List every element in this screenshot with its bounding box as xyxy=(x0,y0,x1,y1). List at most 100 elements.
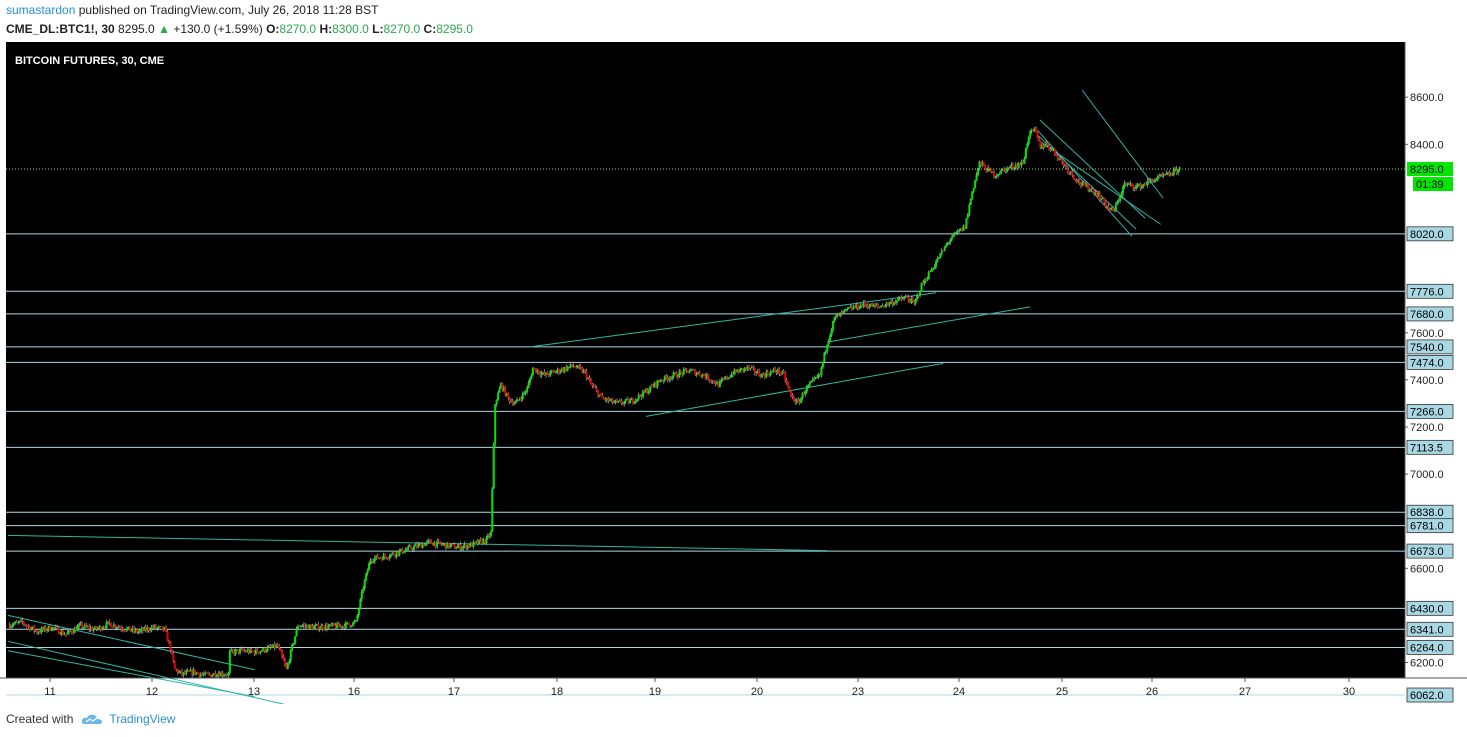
level-label-box xyxy=(1406,355,1454,370)
candle-up xyxy=(297,626,299,629)
candle-up xyxy=(697,372,700,374)
candle-up xyxy=(212,673,215,676)
candle-up xyxy=(524,392,527,394)
candle-down xyxy=(347,622,350,625)
candle-up xyxy=(83,624,86,628)
candle-up xyxy=(369,560,372,564)
candle-up xyxy=(895,300,898,304)
candle-up xyxy=(660,380,663,382)
candle-up xyxy=(729,377,732,379)
candle-up xyxy=(518,399,521,401)
candle-up xyxy=(357,608,360,616)
x-tick-label: 19 xyxy=(649,686,661,698)
candle-up xyxy=(1010,164,1013,167)
candle-up xyxy=(852,306,855,310)
candle-up xyxy=(634,399,637,403)
candle-down xyxy=(250,648,253,652)
price-chart[interactable]: 6000.06200.06600.07000.07200.07400.07600… xyxy=(0,42,1467,704)
candle-down xyxy=(428,540,431,542)
candle-up xyxy=(254,649,257,655)
level-label-box xyxy=(1406,306,1454,322)
candle-up xyxy=(353,621,356,623)
candle-up xyxy=(846,308,849,310)
candle-down xyxy=(803,392,806,395)
level-label: 7474.0 xyxy=(1410,357,1444,369)
level-label: 6341.0 xyxy=(1410,624,1444,636)
tradingview-link[interactable]: TradingView xyxy=(109,712,176,726)
candle-down xyxy=(565,366,568,371)
candle-up xyxy=(674,372,676,374)
candle-up xyxy=(443,543,446,545)
candle-up xyxy=(363,580,366,589)
candle-up xyxy=(182,672,185,675)
candle-down xyxy=(1022,161,1024,164)
plot-area[interactable] xyxy=(6,42,1405,678)
candle-up xyxy=(945,244,948,247)
candle-up xyxy=(94,626,96,630)
level-label: 6838.0 xyxy=(1410,507,1444,519)
candle-down xyxy=(1093,189,1096,194)
candle-up xyxy=(1162,174,1165,176)
candle-up xyxy=(560,368,563,372)
candle-up xyxy=(800,398,803,403)
publish-info: sumastardon published on TradingView.com… xyxy=(6,3,378,17)
candle-up xyxy=(829,335,832,341)
author-link[interactable]: sumastardon xyxy=(6,3,76,17)
candle-up xyxy=(395,551,398,557)
candle-down xyxy=(982,162,985,166)
candle-down xyxy=(861,304,864,307)
candle-up xyxy=(127,626,130,629)
candle-down xyxy=(643,390,646,393)
candle-up xyxy=(31,626,34,629)
candle-up xyxy=(179,670,182,672)
candle-up xyxy=(587,378,589,380)
candle-up xyxy=(405,549,408,551)
candle-up xyxy=(204,672,207,675)
candle-down xyxy=(871,303,874,307)
candle-down xyxy=(401,548,404,553)
candle-down xyxy=(575,367,578,369)
candle-up xyxy=(137,631,140,633)
candle-up xyxy=(515,399,518,403)
candle-up xyxy=(11,625,14,627)
candle-up xyxy=(824,351,827,353)
candle-up xyxy=(495,400,498,405)
candle-down xyxy=(1080,183,1082,186)
candle-down xyxy=(434,542,437,547)
candle-up xyxy=(691,369,694,371)
candle-up xyxy=(1140,185,1143,189)
candle-down xyxy=(675,372,678,378)
candle-down xyxy=(431,543,434,546)
candle-up xyxy=(30,628,33,630)
candle-down xyxy=(276,645,279,647)
candle-down xyxy=(1104,202,1107,208)
candle-up xyxy=(388,557,391,559)
trend-line xyxy=(7,640,286,704)
candle-up xyxy=(426,541,429,544)
candle-up xyxy=(211,675,214,677)
candle-down xyxy=(779,373,782,375)
candle-down xyxy=(708,380,711,382)
countdown-box xyxy=(1413,177,1453,192)
footer: Created with TradingView xyxy=(6,712,175,726)
candle-down xyxy=(964,225,966,229)
candle-down xyxy=(410,545,413,549)
candle-down xyxy=(459,544,462,550)
candle-up xyxy=(159,626,162,628)
candle-up xyxy=(1030,129,1033,131)
candle-down xyxy=(1072,175,1075,179)
candle-up xyxy=(189,669,192,672)
candle-up xyxy=(1100,198,1103,200)
candle-down xyxy=(546,372,549,375)
candle-up xyxy=(54,626,57,629)
candle-up xyxy=(308,624,311,630)
candle-up xyxy=(739,368,742,373)
candle-up xyxy=(327,625,330,629)
candle-up xyxy=(563,366,566,372)
candle-down xyxy=(118,626,121,628)
candle-down xyxy=(72,632,75,634)
candle-up xyxy=(328,624,331,626)
trend-line xyxy=(7,614,255,671)
candle-down xyxy=(160,626,163,628)
symbol-legend: CME_DL:BTC1!, 30 8295.0 ▲ +130.0 (+1.59%… xyxy=(6,22,473,36)
